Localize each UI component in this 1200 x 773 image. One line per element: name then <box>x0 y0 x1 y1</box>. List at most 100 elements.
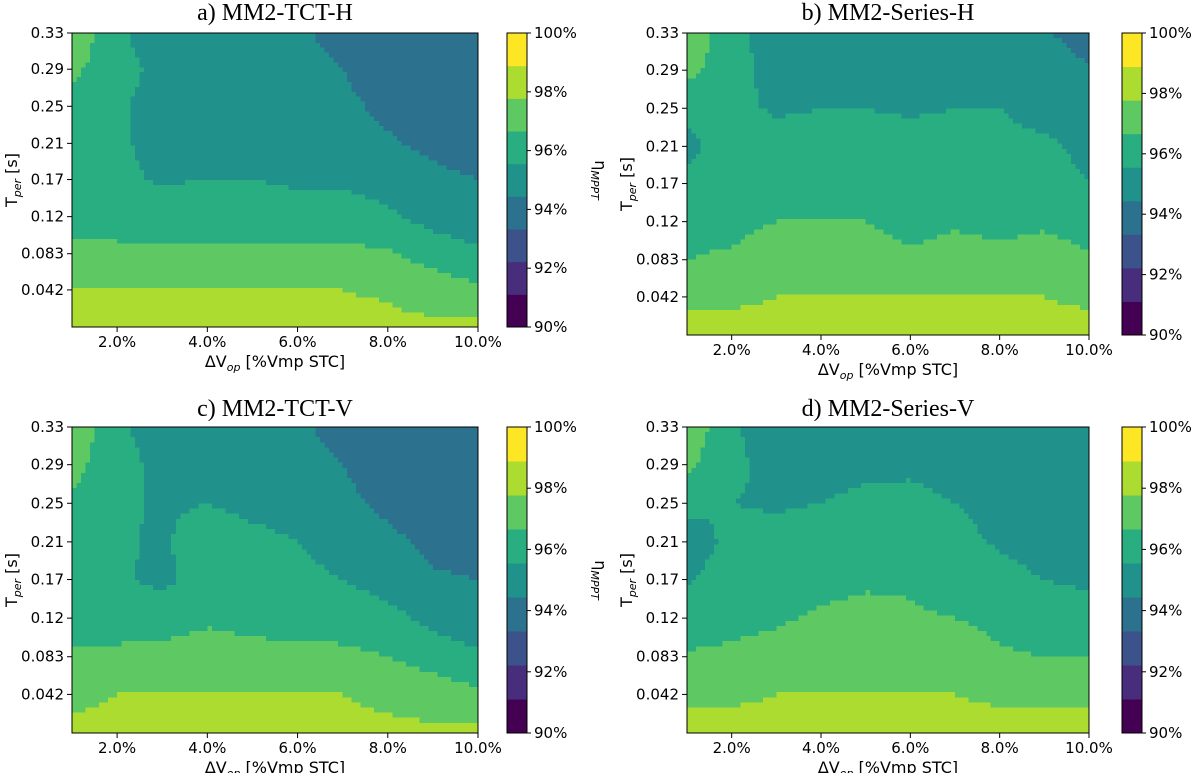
contour-cell <box>333 175 339 181</box>
contour-cell <box>139 258 145 264</box>
contour-cell <box>473 165 479 171</box>
contour-cell <box>247 106 254 112</box>
contour-cell <box>247 273 254 279</box>
contour-cell <box>428 62 434 68</box>
contour-cell <box>117 292 123 299</box>
contour-cell <box>211 243 217 250</box>
contour-cell <box>401 199 407 206</box>
contour-cell <box>383 67 389 73</box>
contour-cell <box>311 180 317 186</box>
contour-cell <box>121 204 127 210</box>
contour-cell <box>396 180 402 186</box>
contour-cell <box>265 145 272 152</box>
contour-cell <box>347 82 353 88</box>
contour-cell <box>202 302 208 308</box>
contour-cell <box>306 194 312 201</box>
contour-cell <box>288 297 294 304</box>
contour-cell <box>365 126 371 132</box>
contour-cell <box>162 131 168 137</box>
contour-cell <box>85 194 91 201</box>
contour-cell <box>392 224 398 230</box>
contour-cell <box>207 82 213 88</box>
contour-cell <box>441 194 448 201</box>
contour-cell <box>288 96 294 103</box>
contour-cell <box>320 96 326 103</box>
contour-cell <box>270 62 276 68</box>
contour-cell <box>153 47 159 54</box>
contour-cell <box>72 47 78 54</box>
contour-cell <box>220 268 226 274</box>
contour-cell <box>225 57 231 63</box>
contour-cell <box>81 91 87 98</box>
contour-cell <box>396 165 402 171</box>
contour-cell <box>261 189 267 196</box>
contour-cell <box>396 268 402 274</box>
contour-cell <box>126 278 132 284</box>
contour-cell <box>202 229 208 235</box>
contour-cell <box>238 33 245 39</box>
contour-cell <box>130 278 136 284</box>
contour-cell <box>72 72 78 78</box>
contour-cell <box>392 72 398 78</box>
contour-cell <box>265 155 272 161</box>
contour-cell <box>423 72 429 78</box>
contour-cell <box>369 135 375 142</box>
contour-cell <box>275 199 281 206</box>
contour-cell <box>216 121 222 127</box>
contour-cell <box>293 155 299 161</box>
contour-cell <box>148 268 154 274</box>
contour-cell <box>121 214 127 220</box>
contour-cell <box>220 135 226 142</box>
contour-cell <box>365 155 371 161</box>
contour-cell <box>139 135 145 142</box>
contour-cell <box>279 209 285 215</box>
contour-cell <box>216 175 222 181</box>
contour-cell <box>72 248 78 255</box>
contour-cell <box>180 282 186 289</box>
contour-cell <box>184 209 190 215</box>
contour-cell <box>225 224 231 230</box>
contour-cell <box>279 91 285 98</box>
contour-cell <box>76 170 82 176</box>
contour-cell <box>162 140 168 147</box>
contour-cell <box>153 86 159 93</box>
contour-cell <box>293 184 299 191</box>
contour-cell <box>252 180 258 186</box>
contour-cell <box>157 160 163 166</box>
contour-cell <box>437 224 443 230</box>
contour-cell <box>450 233 457 240</box>
contour-cell <box>166 33 172 39</box>
contour-cell <box>180 155 186 161</box>
contour-cell <box>112 96 118 103</box>
contour-cell <box>329 106 335 112</box>
contour-cell <box>126 243 132 250</box>
contour-cell <box>198 282 204 289</box>
contour-cell <box>256 47 263 54</box>
contour-cell <box>157 263 163 269</box>
contour-cell <box>130 258 136 264</box>
contour-cell <box>261 82 267 88</box>
contour-cell <box>279 37 285 44</box>
contour-cell <box>423 101 429 108</box>
contour-cell <box>342 150 348 157</box>
contour-cell <box>387 189 393 196</box>
contour-cell <box>414 126 420 132</box>
contour-cell <box>94 116 100 122</box>
contour-cell <box>166 72 172 78</box>
contour-cell <box>135 106 141 112</box>
contour-cell <box>207 219 213 225</box>
contour-cell <box>157 150 163 157</box>
contour-cell <box>184 219 190 225</box>
contour-cell <box>320 219 326 225</box>
contour-cell <box>162 263 168 269</box>
contour-cell <box>216 219 222 225</box>
contour-cell <box>238 106 245 112</box>
contour-cell <box>216 160 222 166</box>
contour-cell <box>383 278 389 284</box>
contour-cell <box>243 282 249 289</box>
contour-cell <box>85 214 91 220</box>
contour-cell <box>193 77 199 83</box>
contour-cell <box>261 67 267 73</box>
contour-cell <box>175 263 181 269</box>
contour-cell <box>234 233 240 240</box>
